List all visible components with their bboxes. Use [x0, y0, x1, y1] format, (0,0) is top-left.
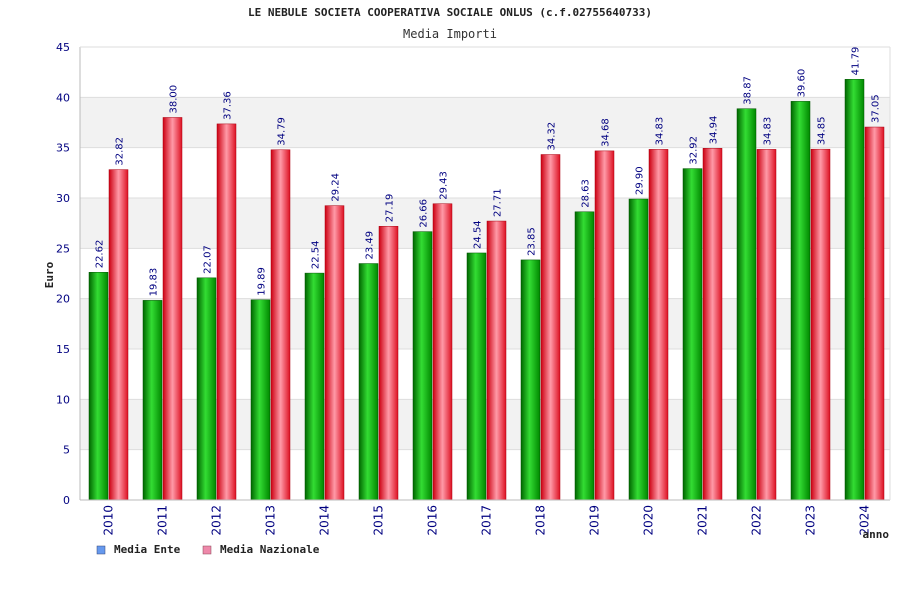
bar-media-nazionale-2024: [864, 126, 885, 501]
x-tick-label-2021: 2021: [696, 505, 710, 536]
value-labels: 22.62 32.82 19.83 38.00 22.07 37.36 19.89 34.79…: [95, 47, 882, 297]
value-label-media-ente-2021: 32.92: [689, 136, 700, 165]
value-label-media-nazionale-2012: 37.36: [223, 91, 234, 120]
bar-media-ente-2019: [574, 211, 595, 501]
value-label-media-nazionale-2011: 38.00: [169, 85, 180, 114]
grid-band: [80, 47, 890, 98]
bar-media-ente-2017: [466, 252, 487, 501]
value-label-media-ente-2020: 29.90: [635, 166, 646, 195]
bar-media-ente-2024: [844, 79, 865, 501]
y-tick-label: 10: [56, 393, 70, 406]
x-tick-label-2014: 2014: [318, 505, 332, 536]
bars: [88, 79, 885, 501]
value-label-media-ente-2014: 22.54: [311, 240, 322, 269]
value-label-media-ente-2024: 41.79: [851, 47, 862, 76]
bar-media-ente-2016: [412, 231, 433, 501]
value-label-media-ente-2023: 39.60: [797, 69, 808, 98]
bar-media-ente-2022: [736, 108, 757, 501]
value-label-media-nazionale-2021: 34.94: [709, 116, 720, 145]
y-tick-label: 0: [63, 494, 70, 507]
bar-media-nazionale-2020: [648, 149, 669, 501]
value-label-media-nazionale-2015: 27.19: [385, 194, 396, 223]
chart-title: LE NEBULE SOCIETA COOPERATIVA SOCIALE ON…: [248, 6, 652, 19]
bar-media-nazionale-2017: [486, 220, 507, 501]
bar-media-ente-2015: [358, 263, 379, 501]
y-axis-label: Euro: [43, 261, 56, 288]
bar-media-nazionale-2023: [810, 148, 831, 501]
x-axis-label: anno: [863, 528, 890, 541]
chart-subtitle: Media Importi: [403, 27, 497, 41]
bar-media-ente-2014: [304, 272, 325, 501]
value-label-media-ente-2012: 22.07: [203, 245, 214, 274]
y-tick-label: 45: [56, 41, 70, 54]
value-label-media-ente-2015: 23.49: [365, 231, 376, 260]
x-tick-label-2024: 2024: [858, 505, 872, 536]
value-label-media-nazionale-2024: 37.05: [871, 94, 882, 123]
bar-media-nazionale-2022: [756, 149, 777, 501]
value-label-media-nazionale-2022: 34.83: [763, 117, 774, 146]
bar-media-ente-2010: [88, 272, 109, 501]
legend-swatch-media-nazionale: [202, 545, 212, 555]
x-tick-label-2011: 2011: [156, 505, 170, 536]
bar-media-nazionale-2013: [270, 149, 291, 501]
value-label-media-ente-2022: 38.87: [743, 76, 754, 105]
value-label-media-ente-2013: 19.89: [257, 267, 268, 296]
y-tick-label: 35: [56, 142, 70, 155]
x-tick-label-2016: 2016: [426, 505, 440, 536]
value-label-media-ente-2018: 23.85: [527, 227, 538, 256]
value-label-media-ente-2011: 19.83: [149, 268, 160, 297]
y-tick-label: 5: [63, 444, 70, 457]
y-tick-label: 15: [56, 343, 70, 356]
legend-label-media-nazionale: Media Nazionale: [220, 543, 320, 556]
legend-swatch-media-ente: [96, 545, 106, 555]
value-label-media-nazionale-2017: 27.71: [493, 188, 504, 217]
y-tick-label: 30: [56, 192, 70, 205]
bar-media-nazionale-2011: [162, 117, 183, 501]
value-label-media-nazionale-2023: 34.85: [817, 117, 828, 146]
bar-media-nazionale-2012: [216, 123, 237, 501]
value-label-media-ente-2017: 24.54: [473, 220, 484, 249]
legend-label-media-ente: Media Ente: [114, 543, 181, 556]
bar-media-ente-2013: [250, 299, 271, 501]
value-label-media-ente-2016: 26.66: [419, 199, 430, 228]
x-tick-label-2023: 2023: [804, 505, 818, 536]
bar-media-ente-2012: [196, 277, 217, 501]
legend: Media Ente Media Nazionale: [96, 543, 320, 556]
value-label-media-nazionale-2019: 34.68: [601, 118, 612, 147]
y-tick-label: 40: [56, 91, 70, 104]
value-label-media-nazionale-2014: 29.24: [331, 173, 342, 202]
x-tick-label-2017: 2017: [480, 505, 494, 536]
bar-media-nazionale-2015: [378, 226, 399, 501]
x-tick-label-2012: 2012: [210, 505, 224, 536]
bar-media-nazionale-2010: [108, 169, 129, 501]
bar-media-ente-2021: [682, 168, 703, 501]
value-label-media-nazionale-2016: 29.43: [439, 171, 450, 200]
bar-media-nazionale-2016: [432, 203, 453, 501]
x-tick-label-2013: 2013: [264, 505, 278, 536]
y-tick-label: 20: [56, 293, 70, 306]
bar-media-ente-2020: [628, 198, 649, 501]
bar-media-nazionale-2021: [702, 148, 723, 501]
axes: 0 5 10 15 20 25 30 35 40 45 2010 2011 2012 2013 2014 20…: [56, 41, 891, 536]
x-tick-label-2015: 2015: [372, 505, 386, 536]
bar-media-ente-2023: [790, 101, 811, 501]
x-tick-label-2018: 2018: [534, 505, 548, 536]
value-label-media-nazionale-2020: 34.83: [655, 117, 666, 146]
bar-media-ente-2018: [520, 259, 541, 501]
bar-media-nazionale-2014: [324, 205, 345, 501]
bar-media-nazionale-2018: [540, 154, 561, 501]
x-tick-label-2022: 2022: [750, 505, 764, 536]
value-label-media-ente-2019: 28.63: [581, 179, 592, 208]
value-label-media-nazionale-2018: 34.32: [547, 122, 558, 151]
value-label-media-ente-2010: 22.62: [95, 240, 106, 269]
value-label-media-nazionale-2013: 34.79: [277, 117, 288, 146]
y-tick-label: 25: [56, 242, 70, 255]
x-tick-label-2019: 2019: [588, 505, 602, 536]
bar-media-ente-2011: [142, 300, 163, 501]
value-label-media-nazionale-2010: 32.82: [115, 137, 126, 166]
x-tick-label-2010: 2010: [102, 505, 116, 536]
bar-media-nazionale-2019: [594, 150, 615, 501]
x-tick-label-2020: 2020: [642, 505, 656, 536]
